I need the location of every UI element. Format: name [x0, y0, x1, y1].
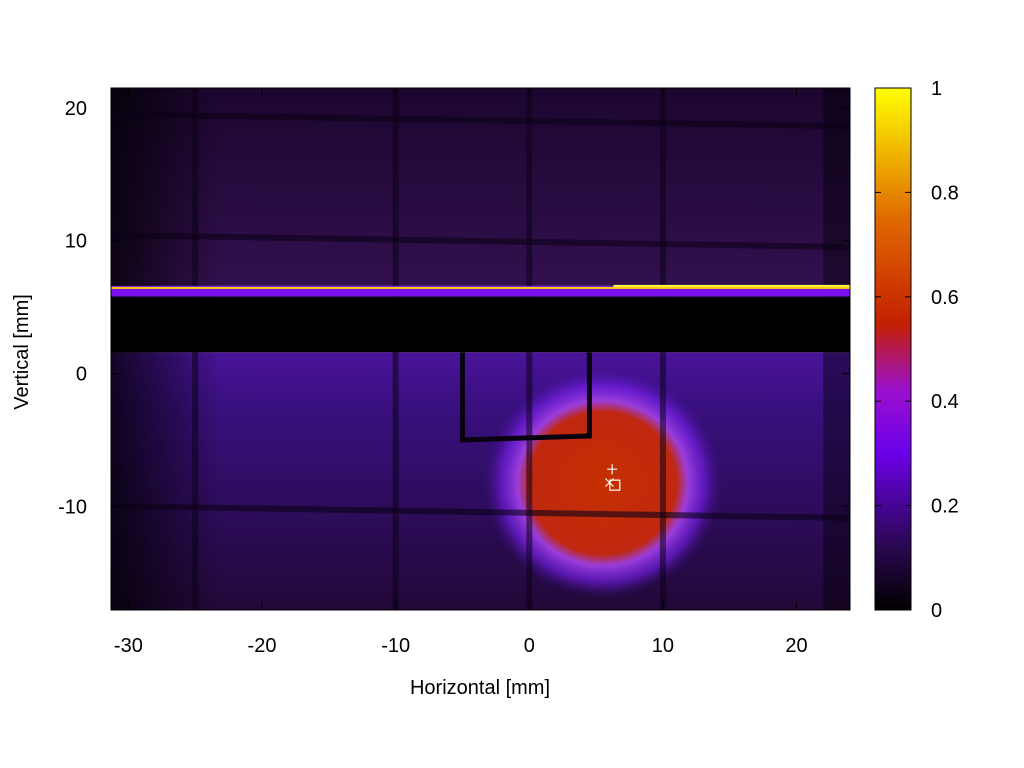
- y-axis: -10 0 10 20: [58, 98, 850, 518]
- colorbar-tick-label: 0.8: [931, 182, 959, 204]
- y-tick-label: 20: [65, 98, 87, 120]
- x-axis: -30 -20 -10 0 10 20: [114, 88, 808, 657]
- saturated-band: [111, 285, 850, 297]
- x-tick-label: -20: [248, 635, 277, 657]
- y-tick-label: 0: [76, 364, 87, 386]
- colorbar-ticks: 0 0.2 0.4 0.6 0.8 1: [875, 78, 959, 622]
- x-tick-label: 0: [524, 635, 535, 657]
- horizontal-shadow-line: [111, 232, 850, 251]
- horizontal-shadow-line: [111, 111, 850, 130]
- marker-square: [609, 479, 621, 491]
- plot-frame: [110, 87, 851, 611]
- colorbar-tick-label: 0.2: [931, 496, 959, 518]
- lower-region: [111, 352, 850, 610]
- saturated-band-edge: [613, 284, 850, 287]
- colorbar-tick-label: 0: [931, 600, 942, 622]
- blade-edge: [459, 352, 592, 443]
- colorbar-gradient: [874, 87, 912, 611]
- x-axis-label: Horizontal [mm]: [410, 677, 550, 699]
- y-axis-label: Vertical [mm]: [11, 294, 33, 410]
- x-tick-label: 20: [785, 635, 807, 657]
- x-tick-label: 10: [652, 635, 674, 657]
- colorbar-tick-label: 0.6: [931, 287, 959, 309]
- y-tick-label: -10: [58, 496, 87, 518]
- marker-layer: [605, 464, 621, 491]
- y-tick-label: 10: [65, 231, 87, 253]
- marker-plus: [607, 464, 618, 475]
- horizontal-shadow-line: [111, 503, 850, 522]
- colorbar: 0 0.2 0.4 0.6 0.8 1: [874, 78, 959, 622]
- saturated-band-edge: [111, 286, 850, 289]
- heatmap-image: [111, 88, 850, 610]
- dark-band: [111, 296, 850, 353]
- x-tick-label: -10: [381, 635, 410, 657]
- x-tick-label: -30: [114, 635, 143, 657]
- colorbar-tick-label: 0.4: [931, 391, 959, 413]
- colorbar-tick-label: 1: [931, 78, 942, 100]
- hot-spot: [484, 368, 722, 598]
